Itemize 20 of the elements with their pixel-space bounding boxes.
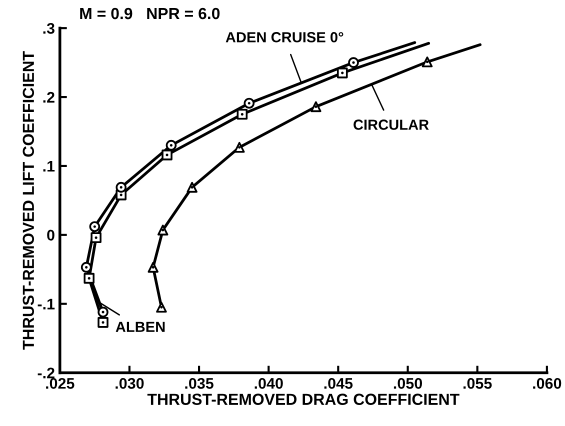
y-tick-label: 0 (47, 230, 54, 241)
x-tick-label: .055 (464, 378, 492, 389)
x-axis-title: THRUST-REMOVED DRAG COEFFICIENT (147, 394, 460, 405)
y-axis-title: THRUST-REMOVED LIFT COEFFICIENT (22, 51, 34, 350)
y-tick-label: -.2 (38, 368, 54, 378)
x-tick-label: .035 (185, 378, 214, 389)
x-tick-label: .060 (533, 378, 562, 389)
legend-label: CIRCULAR (354, 120, 429, 130)
x-tick-label: .030 (116, 378, 144, 389)
x-tick-label: .045 (324, 378, 353, 389)
x-tick-label: .025 (46, 378, 74, 389)
x-tick-label: .050 (394, 378, 422, 389)
x-tick-label: .040 (254, 378, 283, 389)
y-tick-label: .1 (43, 160, 55, 172)
y-tick-label: .3 (43, 22, 54, 34)
y-tick-label: -.1 (38, 298, 55, 310)
legend-label: ALBEN (116, 322, 165, 332)
series-label: ADEN CRUISE 0° (226, 32, 344, 42)
y-tick-label: .2 (43, 92, 54, 103)
chart-title: M = 0.9 NPR = 6.0 (80, 8, 220, 20)
